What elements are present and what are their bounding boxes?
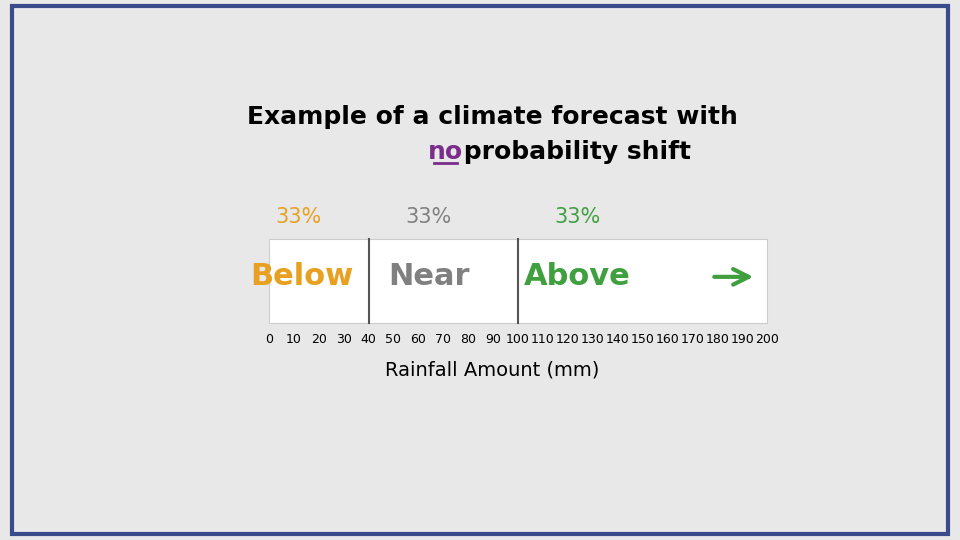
Text: 120: 120 [556, 333, 580, 346]
Text: Rainfall Amount (mm): Rainfall Amount (mm) [385, 361, 599, 380]
Text: 80: 80 [460, 333, 476, 346]
Text: 100: 100 [506, 333, 530, 346]
Text: 90: 90 [485, 333, 501, 346]
Text: 160: 160 [656, 333, 680, 346]
Text: 30: 30 [336, 333, 351, 346]
Text: probability shift: probability shift [455, 140, 691, 164]
Text: 33%: 33% [276, 207, 322, 227]
Text: 170: 170 [681, 333, 705, 346]
Text: 130: 130 [581, 333, 605, 346]
Text: Near: Near [388, 262, 469, 292]
Text: 60: 60 [411, 333, 426, 346]
Text: 40: 40 [361, 333, 376, 346]
Text: Below: Below [251, 262, 354, 292]
Text: 33%: 33% [555, 207, 601, 227]
Text: 140: 140 [606, 333, 630, 346]
Text: 190: 190 [731, 333, 755, 346]
Text: 0: 0 [265, 333, 273, 346]
Text: 200: 200 [756, 333, 780, 346]
Text: 150: 150 [631, 333, 655, 346]
Text: Above: Above [524, 262, 631, 292]
Text: 20: 20 [311, 333, 326, 346]
Text: 33%: 33% [406, 207, 452, 227]
Text: 180: 180 [706, 333, 730, 346]
Text: 10: 10 [286, 333, 301, 346]
Text: no: no [428, 140, 464, 164]
FancyBboxPatch shape [269, 239, 767, 322]
Text: 50: 50 [385, 333, 401, 346]
Text: Example of a climate forecast with: Example of a climate forecast with [247, 105, 737, 129]
Text: 110: 110 [531, 333, 555, 346]
Text: 70: 70 [435, 333, 451, 346]
